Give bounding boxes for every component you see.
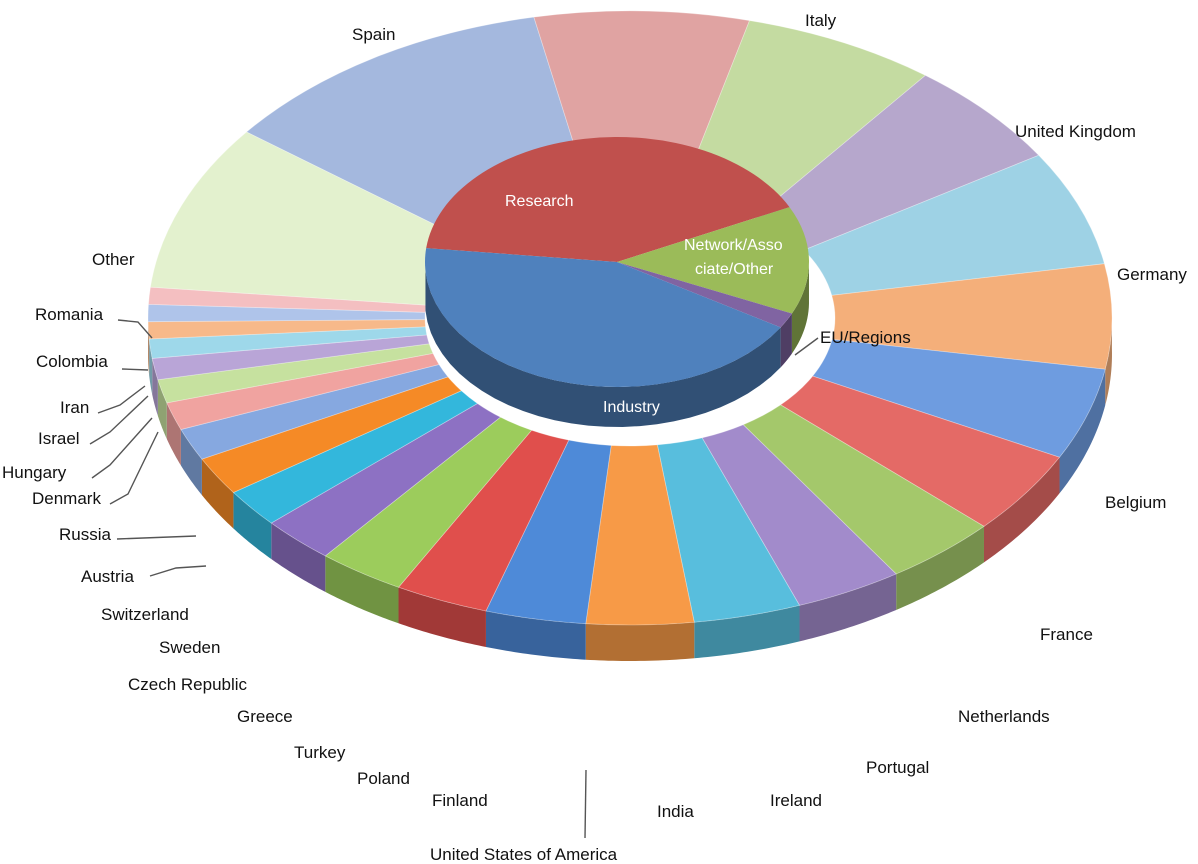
slice-label-denmark: Denmark xyxy=(32,489,101,508)
inner-side-network-associate-other xyxy=(791,260,809,354)
slice-label-belgium: Belgium xyxy=(1105,493,1166,512)
slice-label-iran: Iran xyxy=(60,398,89,417)
slice-label-united-states-of-america: United States of America xyxy=(430,845,618,864)
inner-label-eu-regions: EU/Regions xyxy=(820,328,911,347)
slice-label-ireland: Ireland xyxy=(770,791,822,810)
slice-label-germany: Germany xyxy=(1117,265,1187,284)
inner-slice-network-associate-other xyxy=(617,207,809,314)
outer-slice-czech-republic xyxy=(270,403,502,557)
slice-label-hungary: Hungary xyxy=(2,463,67,482)
inner-pie-top xyxy=(424,136,809,388)
outer-side-austria xyxy=(180,429,202,496)
leader-russia xyxy=(116,535,197,540)
outer-side-israel xyxy=(149,339,153,395)
slice-label-israel: Israel xyxy=(38,429,80,448)
outer-slice-belgium xyxy=(803,154,1105,296)
outer-side-sweden xyxy=(233,492,272,560)
outer-side-india xyxy=(799,573,897,642)
outer-side-netherlands xyxy=(1059,369,1106,494)
outer-ring-side xyxy=(148,312,1112,661)
outer-slice-portugal xyxy=(779,375,1061,527)
outer-slice-austria xyxy=(180,364,449,460)
outer-slice-poland xyxy=(485,439,612,625)
outer-side-united-states-of-america xyxy=(694,605,800,659)
slice-label-czech-republic: Czech Republic xyxy=(128,675,248,694)
slice-label-colombia: Colombia xyxy=(36,352,108,371)
outer-side-czech-republic xyxy=(271,523,326,592)
leader-hungary xyxy=(91,417,153,479)
leader-austria xyxy=(149,565,207,577)
inner-label-network-line1: Network/Asso xyxy=(684,237,783,254)
outer-slice-india xyxy=(701,424,897,606)
outer-slice-turkey xyxy=(397,429,570,612)
outer-side-russia xyxy=(166,402,181,466)
outer-slice-hungary xyxy=(151,334,430,381)
slice-label-switzerland: Switzerland xyxy=(101,605,189,624)
leader-romania xyxy=(117,319,153,339)
slice-label-austria: Austria xyxy=(81,567,134,586)
slice-label-spain: Spain xyxy=(352,25,395,44)
slice-label-russia: Russia xyxy=(59,525,112,544)
outer-slice-greece xyxy=(324,416,533,588)
outer-side-france xyxy=(1105,312,1112,406)
outer-side-turkey xyxy=(398,587,486,647)
inner-slice-research xyxy=(426,136,790,262)
slice-label-united-kingdom: United Kingdom xyxy=(1015,122,1136,141)
inner-pie-side xyxy=(425,260,809,427)
inner-label-industry: Industry xyxy=(603,399,660,416)
slice-label-turkey: Turkey xyxy=(294,743,346,762)
slice-label-sweden: Sweden xyxy=(159,638,220,657)
outer-slice-israel xyxy=(148,326,428,359)
slice-label-romania: Romania xyxy=(35,305,104,324)
slice-label-france: France xyxy=(1040,625,1093,644)
outer-slice-sweden xyxy=(232,390,479,524)
outer-slice-denmark xyxy=(157,343,434,404)
outer-side-iran xyxy=(148,321,150,376)
inner-slice-eu-regions xyxy=(617,262,792,328)
outer-side-finland xyxy=(585,622,695,661)
inner-side-industry xyxy=(425,270,781,427)
leader-israel xyxy=(89,395,149,445)
slice-label-greece: Greece xyxy=(237,707,293,726)
outer-ring-top xyxy=(147,10,1113,626)
outer-side-ireland xyxy=(896,526,984,610)
slice-label-italy: Italy xyxy=(805,11,837,30)
slice-label-india: India xyxy=(657,802,694,821)
leader-lines xyxy=(89,319,819,839)
inner-label-network-line2: ciate/Other xyxy=(695,261,774,278)
slice-label-netherlands: Netherlands xyxy=(958,707,1050,726)
leader-eu-regions xyxy=(794,337,819,356)
inner-slice-industry xyxy=(424,248,781,388)
outer-side-hungary xyxy=(152,358,158,416)
outer-slice-france xyxy=(831,263,1113,370)
leader-usa xyxy=(584,769,587,839)
outer-side-portugal xyxy=(983,457,1060,563)
outer-side-greece xyxy=(325,555,399,624)
inner-label-research: Research xyxy=(505,193,573,210)
outer-side-switzerland xyxy=(201,459,234,529)
slice-label-portugal: Portugal xyxy=(866,758,929,777)
outer-slice-switzerland xyxy=(201,376,463,493)
leader-iran xyxy=(97,385,146,414)
leader-denmark xyxy=(109,431,159,505)
slice-label-finland: Finland xyxy=(432,791,488,810)
slice-label-other: Other xyxy=(92,250,135,269)
leader-colombia xyxy=(121,368,149,371)
outer-side-denmark xyxy=(157,379,167,439)
inner-side-eu-regions xyxy=(780,313,792,368)
slice-label-poland: Poland xyxy=(357,769,410,788)
outer-side-poland xyxy=(485,610,586,660)
outer-slice-colombia xyxy=(147,303,426,323)
